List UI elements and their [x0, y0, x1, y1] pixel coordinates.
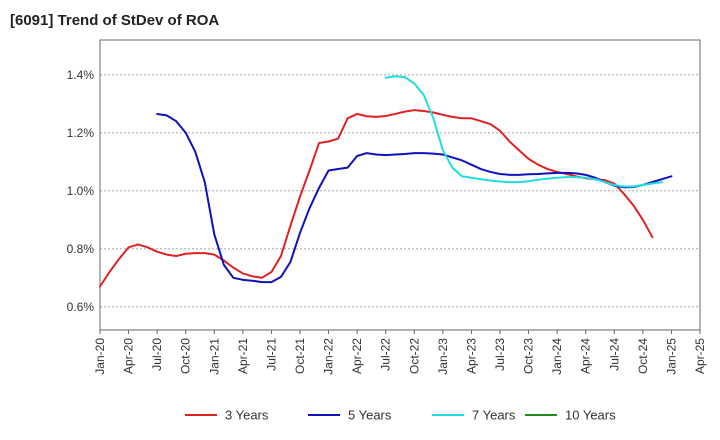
- x-tick-label: Jul-24: [607, 338, 621, 371]
- x-tick-label: Oct-22: [407, 338, 421, 374]
- x-tick-label: Apr-25: [693, 338, 707, 374]
- y-tick-label: 0.6%: [67, 300, 95, 314]
- x-tick-label: Jul-22: [379, 338, 393, 371]
- x-tick-label: Oct-23: [522, 338, 536, 374]
- x-tick-label: Jul-21: [264, 338, 278, 371]
- x-tick-label: Jan-25: [664, 338, 678, 375]
- legend-label: 10 Years: [565, 408, 616, 423]
- y-tick-label: 0.8%: [67, 242, 95, 256]
- grid-layer: [100, 74, 700, 308]
- chart-title: [6091] Trend of StDev of ROA: [10, 12, 220, 29]
- x-tick-label: Jan-22: [322, 338, 336, 375]
- y-tick-label: 1.4%: [67, 68, 95, 82]
- x-tick-label: Jan-20: [93, 338, 107, 375]
- series-line-5-years: [156, 112, 673, 284]
- x-tick-label: Jan-24: [550, 338, 564, 375]
- x-tick-label: Jan-21: [207, 338, 221, 375]
- x-tick-label: Jul-23: [493, 338, 507, 371]
- series-line-3-years: [99, 109, 654, 288]
- plot-frame: [99, 39, 701, 331]
- x-tick-label: Jan-23: [436, 338, 450, 375]
- series-layer: [99, 75, 673, 288]
- x-tick-label: Apr-24: [579, 338, 593, 374]
- x-tick-label: Apr-20: [122, 338, 136, 374]
- x-tick-label: Oct-24: [636, 338, 650, 374]
- x-tick-label: Oct-20: [179, 338, 193, 374]
- x-tick-label: Oct-21: [293, 338, 307, 374]
- x-tick-label: Apr-21: [236, 338, 250, 374]
- x-tick-label: Apr-23: [464, 338, 478, 374]
- legend-label: 3 Years: [225, 408, 269, 423]
- legend-label: 5 Years: [348, 408, 392, 423]
- legend-label: 7 Years: [472, 408, 516, 423]
- series-line-7-years: [384, 75, 663, 188]
- y-tick-label: 1.2%: [67, 126, 95, 140]
- legend-layer: 3 Years 5 Years 7 Years 10 Years: [185, 408, 616, 423]
- x-tick-label: Jul-20: [150, 338, 164, 371]
- axis-layer: 0.6% 0.8% 1.0% 1.2% 1.4% Jan-20 Apr-20 Jul-20 Oc…: [67, 39, 707, 375]
- x-tick-label: Apr-22: [350, 338, 364, 374]
- y-tick-label: 1.0%: [67, 184, 95, 198]
